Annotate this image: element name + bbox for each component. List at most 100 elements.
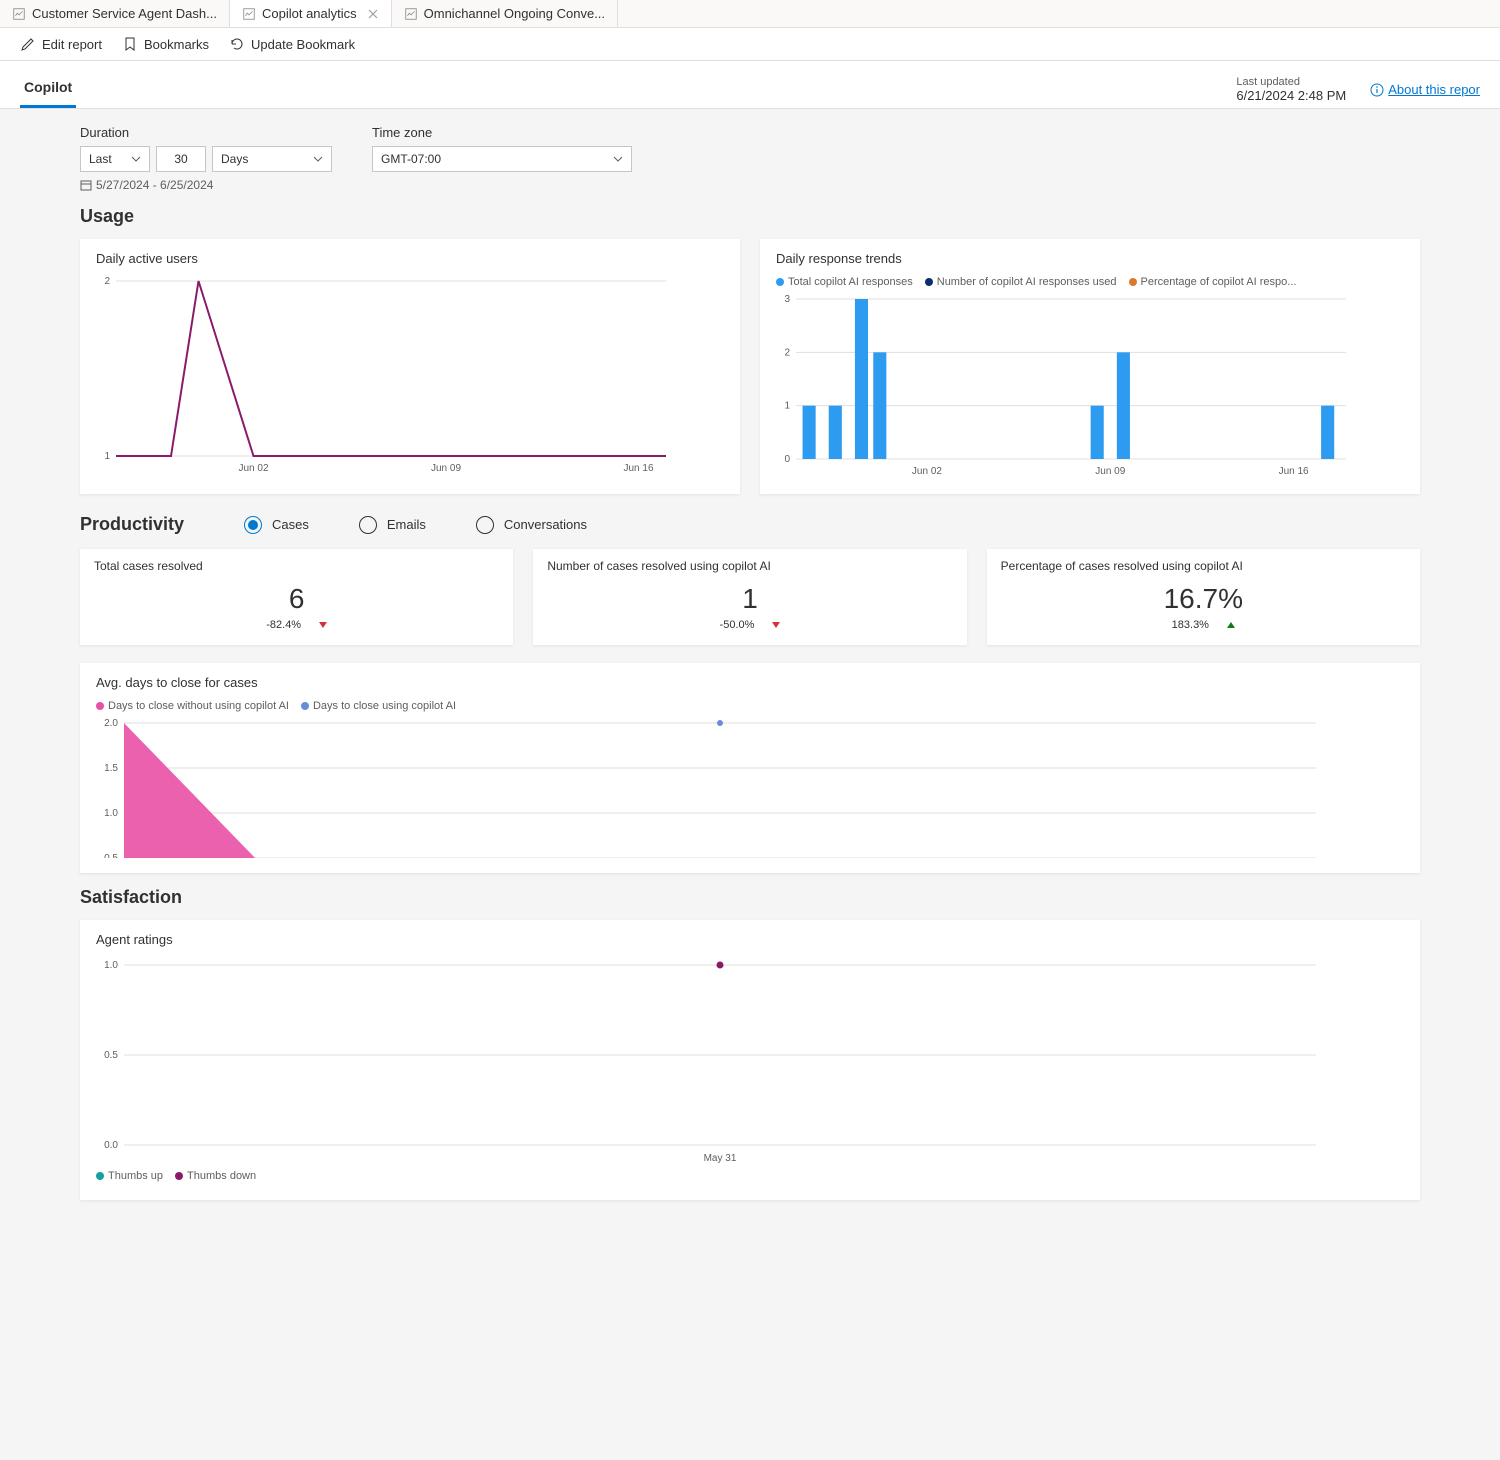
tab-omnichannel[interactable]: Omnichannel Ongoing Conve...	[392, 0, 618, 27]
close-chart-card: Avg. days to close for cases Days to clo…	[80, 663, 1420, 873]
kpi-delta-text: -50.0%	[720, 619, 755, 631]
toolbar-label: Bookmarks	[144, 37, 209, 52]
last-updated: Last updated 6/21/2024 2:48 PM	[1236, 76, 1346, 103]
legend-item: Number of copilot AI responses used	[925, 276, 1117, 288]
legend-item: Days to close using copilot AI	[301, 700, 456, 712]
legend-label: Thumbs down	[187, 1170, 256, 1182]
duration-count-input[interactable]: 30	[156, 146, 206, 172]
toolbar: Edit report Bookmarks Update Bookmark	[0, 28, 1500, 61]
kpi-title: Percentage of cases resolved using copil…	[1001, 559, 1406, 573]
legend-item: Thumbs down	[175, 1170, 256, 1182]
duration-label: Duration	[80, 125, 332, 140]
radio-circle	[244, 516, 262, 534]
trends-legend: Total copilot AI responses Number of copi…	[776, 276, 1404, 288]
svg-text:2: 2	[104, 276, 110, 287]
svg-text:May 31: May 31	[704, 1153, 737, 1164]
kpi-card: Number of cases resolved using copilot A…	[533, 549, 966, 645]
svg-text:Jun 16: Jun 16	[1279, 466, 1309, 477]
radio-cases[interactable]: Cases	[244, 516, 309, 534]
tab-label: Customer Service Agent Dash...	[32, 6, 217, 21]
svg-text:2: 2	[784, 347, 790, 358]
radio-emails[interactable]: Emails	[359, 516, 426, 534]
productivity-radio-group: Cases Emails Conversations	[244, 516, 587, 534]
kpi-card: Total cases resolved6-82.4%	[80, 549, 513, 645]
dau-title: Daily active users	[96, 251, 724, 266]
trends-card: Daily response trends Total copilot AI r…	[760, 239, 1420, 494]
ratings-card: Agent ratings 1.0 0.5 0.0 May 31 Thumbs up T…	[80, 920, 1420, 1200]
legend-dot	[96, 702, 104, 710]
timezone-select[interactable]: GMT-07:00	[372, 146, 632, 172]
bookmark-icon	[122, 36, 138, 52]
about-report-link[interactable]: About this repor	[1370, 82, 1480, 97]
tab-customer-service[interactable]: Customer Service Agent Dash...	[0, 0, 230, 27]
update-bookmark-button[interactable]: Update Bookmark	[229, 36, 355, 52]
svg-text:1.0: 1.0	[104, 960, 118, 971]
timezone-filter-group: Time zone GMT-07:00	[372, 125, 632, 192]
chevron-down-icon	[131, 156, 141, 162]
legend-label: Percentage of copilot AI respo...	[1141, 276, 1297, 288]
dau-card: Daily active users 12Jun 02Jun 09Jun 16	[80, 239, 740, 494]
kpi-value: 1	[547, 583, 952, 615]
arrow-down-icon	[319, 622, 327, 628]
kpi-title: Number of cases resolved using copilot A…	[547, 559, 952, 573]
kpi-title: Total cases resolved	[94, 559, 499, 573]
svg-text:Jun 02: Jun 02	[912, 466, 942, 477]
ratings-title: Agent ratings	[96, 932, 1404, 947]
date-range: 5/27/2024 - 6/25/2024	[80, 178, 332, 192]
arrow-down-icon	[772, 622, 780, 628]
kpi-delta-text: -82.4%	[266, 619, 301, 631]
toolbar-label: Edit report	[42, 37, 102, 52]
trends-chart: 0123Jun 02Jun 09Jun 16	[776, 294, 1356, 479]
productivity-header: Productivity CasesEmailsConversations	[80, 514, 1420, 535]
legend-dot	[1129, 278, 1137, 286]
svg-text:1.0: 1.0	[104, 808, 118, 819]
kpi-card: Percentage of cases resolved using copil…	[987, 549, 1420, 645]
svg-text:0.0: 0.0	[104, 1140, 118, 1151]
tab-copilot-analytics[interactable]: Copilot analytics	[230, 0, 392, 27]
duration-last-select[interactable]: Last	[80, 146, 150, 172]
svg-text:Jun 09: Jun 09	[1095, 466, 1125, 477]
legend-dot	[96, 1172, 104, 1180]
radio-conversations[interactable]: Conversations	[476, 516, 587, 534]
close-icon[interactable]	[367, 8, 379, 20]
legend-dot	[301, 702, 309, 710]
duration-filter-group: Duration Last 30 Days 5/27/2024 - 6/25/2…	[80, 125, 332, 192]
svg-text:3: 3	[784, 294, 790, 305]
select-value: GMT-07:00	[381, 152, 441, 166]
svg-text:1.5: 1.5	[104, 763, 118, 774]
radio-label: Conversations	[504, 517, 587, 532]
legend-label: Days to close using copilot AI	[313, 700, 456, 712]
radio-circle	[476, 516, 494, 534]
last-updated-label: Last updated	[1236, 76, 1346, 88]
select-value: Days	[221, 152, 248, 166]
legend-item: Percentage of copilot AI respo...	[1129, 276, 1297, 288]
legend-dot	[925, 278, 933, 286]
filter-row: Duration Last 30 Days 5/27/2024 - 6/25/2…	[80, 125, 1420, 192]
subheader: Copilot Last updated 6/21/2024 2:48 PM A…	[0, 61, 1500, 109]
legend-label: Thumbs up	[108, 1170, 163, 1182]
toolbar-label: Update Bookmark	[251, 37, 355, 52]
document-tabs: Customer Service Agent Dash... Copilot a…	[0, 0, 1500, 28]
legend-item: Days to close without using copilot AI	[96, 700, 289, 712]
ratings-chart: 1.0 0.5 0.0 May 31	[96, 957, 1326, 1167]
kpi-row: Total cases resolved6-82.4% Number of cas…	[80, 549, 1420, 645]
bookmarks-button[interactable]: Bookmarks	[122, 36, 209, 52]
legend-label: Days to close without using copilot AI	[108, 700, 289, 712]
content: Duration Last 30 Days 5/27/2024 - 6/25/2…	[0, 109, 1500, 1220]
edit-report-button[interactable]: Edit report	[20, 36, 102, 52]
refresh-icon	[229, 36, 245, 52]
radio-label: Emails	[387, 517, 426, 532]
svg-text:2.0: 2.0	[104, 718, 118, 729]
input-value: 30	[174, 152, 187, 166]
legend-label: Total copilot AI responses	[788, 276, 913, 288]
svg-text:Jun 09: Jun 09	[431, 463, 461, 474]
legend-item: Thumbs up	[96, 1170, 163, 1182]
duration-unit-select[interactable]: Days	[212, 146, 332, 172]
last-updated-value: 6/21/2024 2:48 PM	[1236, 88, 1346, 103]
svg-text:0.5: 0.5	[104, 1050, 118, 1061]
svg-text:Jun 16: Jun 16	[623, 463, 653, 474]
subtab-copilot[interactable]: Copilot	[20, 71, 76, 108]
arrow-up-icon	[1227, 622, 1235, 628]
close-chart: 2.01.51.00.5	[96, 718, 1326, 858]
select-value: Last	[89, 152, 112, 166]
